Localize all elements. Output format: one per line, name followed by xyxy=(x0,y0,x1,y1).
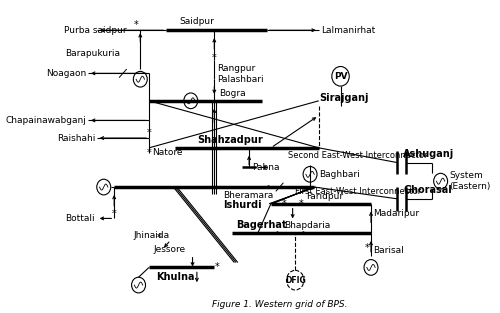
Text: *: * xyxy=(134,20,138,30)
Text: Second East-West Interconnector: Second East-West Interconnector xyxy=(288,151,428,160)
Text: Jhinaida: Jhinaida xyxy=(134,231,170,239)
Text: Ghorasal: Ghorasal xyxy=(403,185,452,195)
Text: Madaripur: Madaripur xyxy=(374,209,420,218)
Text: Bottali: Bottali xyxy=(66,214,95,223)
Text: PV: PV xyxy=(334,72,347,81)
Text: Ashuganj: Ashuganj xyxy=(403,149,454,159)
Text: Saidpur: Saidpur xyxy=(180,17,214,26)
Text: Noagaon: Noagaon xyxy=(46,69,86,78)
Text: *: * xyxy=(146,128,152,138)
Text: Figure 1. Western grid of BPS.: Figure 1. Western grid of BPS. xyxy=(212,300,348,309)
Text: Bogra: Bogra xyxy=(218,89,246,98)
Text: Barisal: Barisal xyxy=(374,246,404,255)
Text: DFIG: DFIG xyxy=(285,276,306,285)
Text: Shahzadpur: Shahzadpur xyxy=(197,135,262,145)
Text: *: * xyxy=(146,148,152,158)
Text: *: * xyxy=(364,243,369,253)
Text: *: * xyxy=(282,199,286,209)
Text: Sirajganj: Sirajganj xyxy=(319,93,368,103)
Text: Faridpur: Faridpur xyxy=(306,192,343,201)
Text: Bhapdaria: Bhapdaria xyxy=(284,221,330,230)
Text: System
(Eastern): System (Eastern) xyxy=(450,172,490,191)
Text: Barapukuria: Barapukuria xyxy=(66,49,120,58)
Text: Purba saidpur: Purba saidpur xyxy=(64,26,126,35)
Text: First East-West Interconnector: First East-West Interconnector xyxy=(295,187,421,196)
Text: Natore: Natore xyxy=(152,148,183,157)
Text: Ishurdi: Ishurdi xyxy=(223,200,262,210)
Text: Chapainawabganj: Chapainawabganj xyxy=(6,116,86,125)
Text: *: * xyxy=(212,53,216,63)
Text: Rangpur: Rangpur xyxy=(217,64,255,73)
Text: Khulna: Khulna xyxy=(156,272,194,282)
Text: Pabna: Pabna xyxy=(252,163,279,172)
Text: Bheramara: Bheramara xyxy=(223,191,274,200)
Text: Bagerhat: Bagerhat xyxy=(236,220,286,230)
Text: Jessore: Jessore xyxy=(154,245,186,254)
Text: Raishahi: Raishahi xyxy=(56,134,95,142)
Text: *: * xyxy=(214,262,220,272)
Text: Baghbari: Baghbari xyxy=(319,170,360,179)
Text: *: * xyxy=(299,199,304,209)
Text: Palashbari: Palashbari xyxy=(217,75,264,84)
Text: *: * xyxy=(157,233,162,243)
Text: Lalmanirhat: Lalmanirhat xyxy=(322,26,376,35)
Text: *: * xyxy=(112,208,116,218)
